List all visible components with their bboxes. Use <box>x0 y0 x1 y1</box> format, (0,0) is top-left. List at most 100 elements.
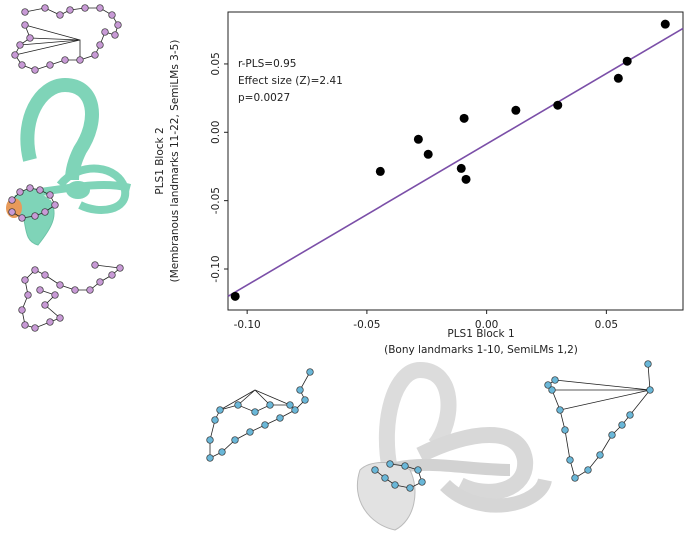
landmark <box>206 454 214 462</box>
landmark <box>386 460 394 468</box>
landmark <box>618 421 626 429</box>
landmark <box>216 406 224 414</box>
landmark <box>391 481 399 489</box>
landmark <box>296 386 304 394</box>
point <box>660 19 670 29</box>
landmark <box>571 474 579 482</box>
landmark <box>626 411 634 419</box>
landmark <box>371 466 379 474</box>
landmark <box>646 386 654 394</box>
landmark <box>418 478 426 486</box>
point <box>461 174 471 184</box>
y-tick-label: -0.10 <box>210 255 222 282</box>
landmark <box>246 428 254 436</box>
landmark <box>111 31 119 39</box>
y-axis-label: (Membranous landmarks 11-22, SemiLMs 3-5… <box>169 40 181 283</box>
y-axis-label: PLS1 Block 2 <box>154 127 166 194</box>
landmark <box>556 406 564 414</box>
landmark <box>21 8 29 16</box>
plot-frame <box>227 11 684 311</box>
annotation: p=0.0027 <box>238 92 290 104</box>
landmark <box>301 396 309 404</box>
landmark <box>51 201 59 209</box>
landmark <box>51 291 59 299</box>
x-axis-label: (Bony landmarks 1-10, SemiLMs 1,2) <box>384 344 578 356</box>
landmark <box>91 261 99 269</box>
bony-model <box>356 361 552 531</box>
landmark <box>608 431 616 439</box>
landmark <box>46 191 54 199</box>
landmark <box>16 188 24 196</box>
landmark <box>108 11 116 19</box>
point <box>459 113 469 123</box>
landmark <box>26 34 34 42</box>
landmark <box>306 368 314 376</box>
landmark <box>86 286 94 294</box>
y-tick-label: 0.05 <box>210 52 222 75</box>
landmark <box>596 451 604 459</box>
point <box>456 163 466 173</box>
landmark <box>21 321 29 329</box>
landmark <box>36 286 44 294</box>
landmark <box>8 196 16 204</box>
landmark <box>406 484 414 492</box>
landmark <box>551 376 559 384</box>
landmark <box>41 4 49 12</box>
landmark-fan <box>14 24 81 60</box>
landmark <box>566 456 574 464</box>
landmark <box>16 41 24 49</box>
landmark <box>71 286 79 294</box>
landmark <box>266 401 274 409</box>
landmark <box>276 414 284 422</box>
landmark <box>96 4 104 12</box>
landmark <box>21 276 29 284</box>
landmark <box>76 56 84 64</box>
x-tick-label: -0.05 <box>353 319 380 331</box>
y-tick-label: 0.00 <box>210 121 222 144</box>
landmark <box>31 324 39 332</box>
landmark <box>96 41 104 49</box>
landmark <box>544 381 552 389</box>
annotation: r-PLS=0.95 <box>238 58 296 70</box>
landmark <box>8 208 16 216</box>
landmark <box>548 386 556 394</box>
landmark-outline <box>11 187 56 219</box>
point <box>230 291 240 301</box>
landmark <box>18 306 26 314</box>
landmark <box>96 278 104 286</box>
landmark <box>31 66 39 74</box>
landmark <box>41 208 49 216</box>
landmark <box>24 291 32 299</box>
landmark <box>46 318 54 326</box>
landmark <box>46 61 54 69</box>
landmark <box>218 448 226 456</box>
landmark-fan <box>552 379 651 411</box>
membranous-model <box>6 77 132 246</box>
landmark <box>108 271 116 279</box>
landmark <box>101 28 109 36</box>
landmark <box>206 436 214 444</box>
landmark <box>61 56 69 64</box>
landmark <box>261 421 269 429</box>
point <box>613 73 623 83</box>
landmark <box>18 61 26 69</box>
landmark <box>114 21 122 29</box>
point <box>413 134 423 144</box>
landmark <box>251 408 259 416</box>
landmark <box>56 314 64 322</box>
x-tick-label: -0.10 <box>234 319 261 331</box>
landmark <box>644 360 652 368</box>
landmark <box>286 401 294 409</box>
y-tick-label: -0.05 <box>210 187 222 214</box>
landmark <box>36 186 44 194</box>
x-tick-label: 0.00 <box>475 319 498 331</box>
landmark <box>414 466 422 474</box>
landmark <box>11 51 19 59</box>
x-axis-label: PLS1 Block 1 <box>447 328 514 340</box>
landmark <box>66 6 74 14</box>
point <box>511 105 521 115</box>
landmark <box>561 426 569 434</box>
landmark-fan <box>219 389 291 411</box>
landmark <box>231 436 239 444</box>
